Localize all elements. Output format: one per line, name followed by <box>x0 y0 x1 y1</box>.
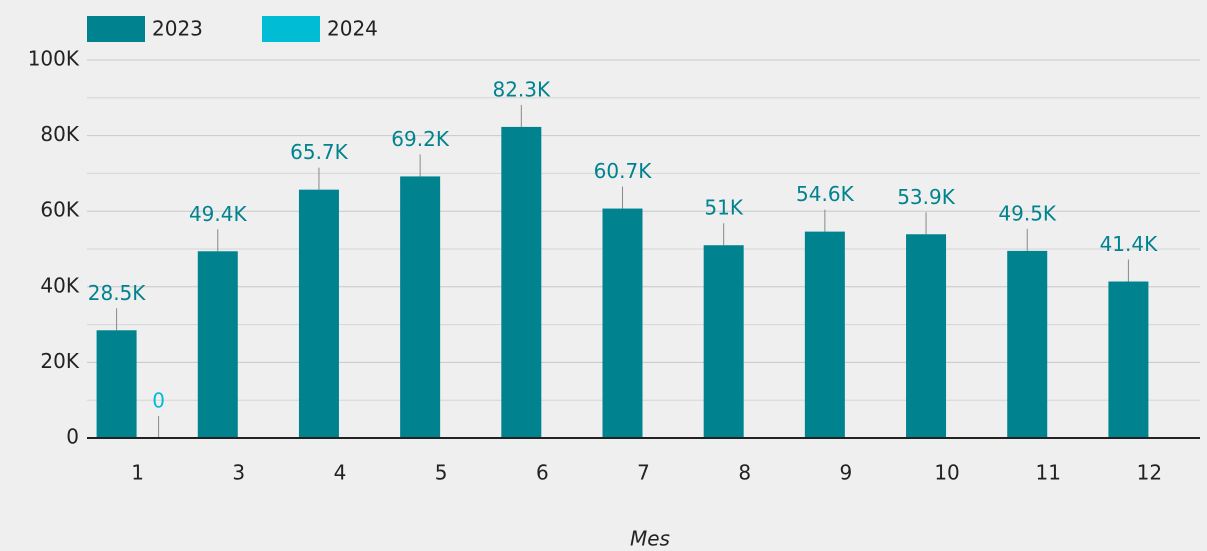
y-tick-label: 0 <box>66 425 79 449</box>
y-tick-label: 60K <box>40 198 79 222</box>
bar <box>1108 281 1149 438</box>
legend-swatch <box>87 16 145 42</box>
x-tick-label: 4 <box>334 461 347 485</box>
y-tick-label: 100K <box>28 47 80 71</box>
value-label: 49.5K <box>998 201 1057 225</box>
bar <box>298 189 339 438</box>
value-label: 65.7K <box>290 140 349 164</box>
value-label: 0 <box>152 389 165 413</box>
value-label: 53.9K <box>897 185 956 209</box>
bar <box>501 126 542 438</box>
value-label: 41.4K <box>1100 232 1159 256</box>
y-tick-label: 40K <box>40 273 79 297</box>
value-label: 69.2K <box>391 127 450 151</box>
x-tick-label: 11 <box>1036 461 1061 485</box>
value-label: 51K <box>704 196 743 220</box>
y-tick-label: 80K <box>40 122 79 146</box>
x-tick-label: 7 <box>637 461 650 485</box>
value-label: 60.7K <box>594 159 653 183</box>
x-tick-label: 3 <box>232 461 245 485</box>
bar <box>804 231 845 438</box>
x-tick-label: 12 <box>1137 461 1162 485</box>
value-label: 82.3K <box>492 77 551 101</box>
legend-swatch <box>262 16 320 42</box>
y-tick-label: 20K <box>40 349 79 373</box>
x-tick-label: 9 <box>839 461 852 485</box>
value-label: 49.4K <box>189 202 248 226</box>
bar <box>197 251 238 438</box>
x-axis-title: Mes <box>630 527 670 551</box>
x-tick-label: 6 <box>536 461 549 485</box>
x-tick-label: 10 <box>934 461 959 485</box>
bar <box>96 330 137 438</box>
bar <box>703 245 744 438</box>
legend-label: 2024 <box>327 17 378 41</box>
bar <box>906 234 947 438</box>
legend-label: 2023 <box>152 17 203 41</box>
x-tick-label: 5 <box>435 461 448 485</box>
value-label: 28.5K <box>88 281 147 305</box>
bar <box>602 208 643 438</box>
x-tick-label: 8 <box>738 461 751 485</box>
value-label: 54.6K <box>796 182 855 206</box>
x-tick-label: 1 <box>131 461 144 485</box>
bar <box>400 176 441 438</box>
bar <box>1007 250 1048 438</box>
